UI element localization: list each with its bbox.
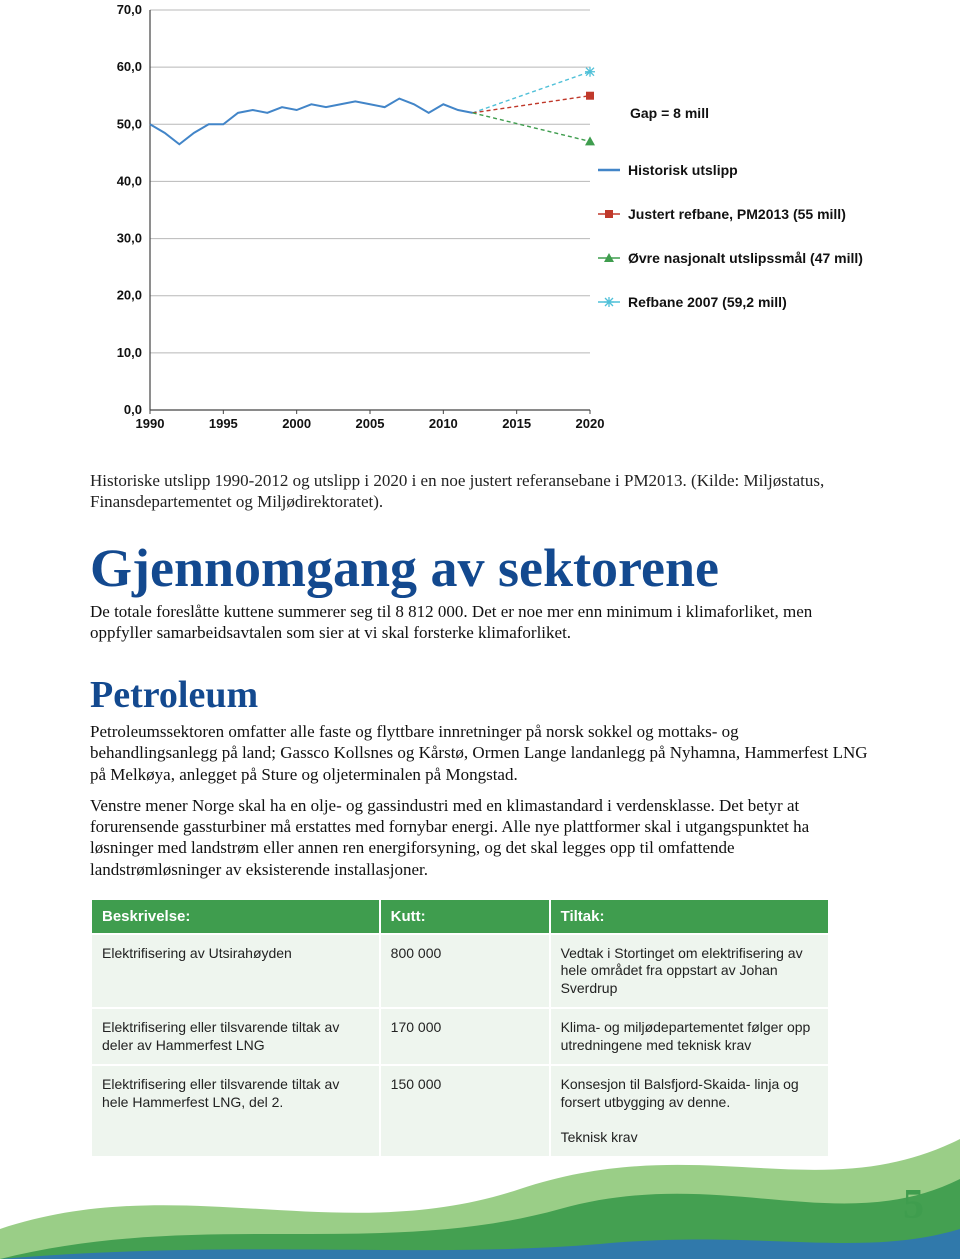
page-number: 5 <box>903 1181 924 1229</box>
svg-text:20,0: 20,0 <box>117 288 142 303</box>
svg-text:0,0: 0,0 <box>124 402 142 417</box>
svg-text:Justert refbane, PM2013 (55 mi: Justert refbane, PM2013 (55 mill) <box>628 206 846 222</box>
svg-text:Historisk utslipp: Historisk utslipp <box>628 162 738 178</box>
svg-text:Refbane 2007 (59,2 mill): Refbane 2007 (59,2 mill) <box>628 294 787 310</box>
svg-text:40,0: 40,0 <box>117 173 142 188</box>
svg-text:1995: 1995 <box>209 416 238 431</box>
svg-text:2015: 2015 <box>502 416 531 431</box>
svg-text:2010: 2010 <box>429 416 458 431</box>
table-header-desc: Beskrivelse: <box>92 900 379 933</box>
svg-text:2000: 2000 <box>282 416 311 431</box>
table-cell: Elektrifisering eller tilsvarende tiltak… <box>92 1009 379 1064</box>
svg-text:Gap = 8 mill: Gap = 8 mill <box>630 105 709 121</box>
table-cell: Vedtak i Stortinget om elektrifisering a… <box>551 935 828 1008</box>
table-cell: Klima- og miljødepartementet følger opp … <box>551 1009 828 1064</box>
chart-caption: Historiske utslipp 1990-2012 og utslipp … <box>90 470 870 513</box>
svg-text:10,0: 10,0 <box>117 345 142 360</box>
table-cell: 150 000 <box>381 1066 549 1156</box>
svg-text:60,0: 60,0 <box>117 59 142 74</box>
svg-text:2005: 2005 <box>356 416 385 431</box>
table-header-kutt: Kutt: <box>381 900 549 933</box>
section-heading: Gjennomgang av sektorene <box>90 541 870 595</box>
table-header-tiltak: Tiltak: <box>551 900 828 933</box>
table-cell: 170 000 <box>381 1009 549 1064</box>
svg-text:70,0: 70,0 <box>117 2 142 17</box>
body-paragraph-2: Venstre mener Norge skal ha en olje- og … <box>90 795 870 880</box>
intro-paragraph: De totale foreslåtte kuttene summerer se… <box>90 601 870 644</box>
body-paragraph-1: Petroleumssektoren omfatter alle faste o… <box>90 721 870 785</box>
emissions-chart: 0,0 10,0 20,0 30,0 40,0 50,0 60,0 70,0 1990 1995 2… <box>100 0 880 440</box>
svg-text:1990: 1990 <box>136 416 165 431</box>
svg-text:2020: 2020 <box>576 416 605 431</box>
svg-text:50,0: 50,0 <box>117 116 142 131</box>
svg-text:30,0: 30,0 <box>117 231 142 246</box>
table-cell: Konsesjon til Balsfjord-Skaida- linja og… <box>551 1066 828 1156</box>
table-cell: 800 000 <box>381 935 549 1008</box>
table-cell: Elektrifisering eller tilsvarende tiltak… <box>92 1066 379 1156</box>
measures-table: Beskrivelse: Kutt: Tiltak: Elektrifiseri… <box>90 898 830 1159</box>
svg-text:Øvre nasjonalt utslipssmål (47: Øvre nasjonalt utslipssmål (47 mill) <box>628 250 863 266</box>
subsection-heading: Petroleum <box>90 673 870 717</box>
table-cell: Elektrifisering av Utsirahøyden <box>92 935 379 1008</box>
